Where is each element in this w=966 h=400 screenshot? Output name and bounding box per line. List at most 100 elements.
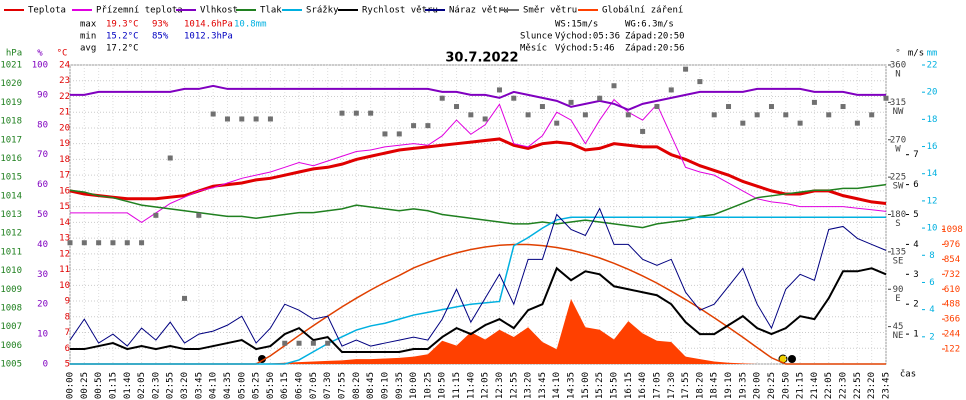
x-tick-label: 05:50 [266,372,276,399]
x-tick-label: 02:05 [137,372,147,399]
x-tick-label: 02:55 [166,372,176,399]
y2-tick-label: 7 [913,150,918,160]
direction-point [454,104,460,110]
y2-tick-label: 610 [944,285,960,295]
y-tick-label: 1019 [0,98,22,108]
y2-tick-label: 135 [890,247,906,257]
direction-point [726,104,732,110]
y-tick-label: 1013 [0,210,22,220]
axis-unit: mm [927,49,938,59]
y-tick-label: 16 [59,186,70,196]
direction-point [625,112,631,118]
y2-tick-label: 14 [927,169,938,179]
x-tick-label: 08:45 [366,372,376,399]
x-tick-label: 12:30 [495,372,505,399]
y2-tick-label: 270 [890,135,906,145]
y2-tick-label: 6 [913,180,918,190]
direction-point [368,110,374,116]
x-tick-label: 13:20 [524,372,534,399]
y-tick-label: 5 [65,360,70,370]
y-tick-label: 100 [32,61,48,71]
compass-label: NE [893,331,904,341]
series-line [70,84,886,111]
x-tick-label: 03:45 [194,372,204,399]
axis-unit: m/s [908,49,924,59]
radiation-area [70,299,886,364]
y-tick-label: 1021 [0,61,22,71]
info-text: Západ:20:56 [625,44,685,54]
y2-tick-label: 488 [944,300,960,310]
x-tick-label: 10:25 [423,372,433,399]
direction-point [224,116,230,122]
y-tick-label: 23 [59,76,70,86]
stat-text: 10.8mm [234,20,267,30]
direction-point [182,295,188,301]
direction-point [67,240,73,246]
series-line [69,137,887,205]
series-line [69,207,887,347]
direction-point [196,212,202,218]
y2-tick-label: 1 [913,330,918,340]
x-tick-label: 17:05 [652,372,662,399]
x-tick-label: 22:30 [839,372,849,399]
direction-point [811,99,817,105]
x-tick-label: 00:00 [66,372,76,399]
direction-point [568,99,574,105]
y-tick-label: 10 [37,330,48,340]
direction-point [139,240,145,246]
y2-tick-label: 90 [893,285,904,295]
info-text: Východ:5:46 [555,44,615,54]
x-tick-label: 21:15 [796,372,806,399]
y-tick-label: 40 [37,240,48,250]
direction-point [153,212,159,218]
x-tick-label: 14:35 [567,372,577,399]
stat-text: min [80,32,96,42]
direction-point [711,112,717,118]
y2-tick-label: 20 [927,88,938,98]
y2-tick-label: 1098 [941,225,963,235]
y-tick-label: 50 [37,210,48,220]
compass-label: S [895,219,900,229]
legend-label: Náraz větru [449,6,509,16]
compass-label: SW [893,182,904,192]
y2-tick-label: 122 [944,345,960,355]
direction-point [267,116,273,122]
y2-tick-label: 244 [944,330,960,340]
direction-point [539,104,545,110]
direction-point [496,87,502,93]
direction-point [96,240,102,246]
direction-point [325,340,331,346]
y-tick-label: 8 [65,312,70,322]
compass-label: E [895,294,900,304]
direction-point [783,112,789,118]
x-tick-label: 03:20 [180,372,190,399]
y2-tick-label: 4 [913,240,918,250]
x-tick-label: 04:10 [209,372,219,399]
direction-point [482,116,488,122]
direction-point [81,240,87,246]
y-tick-label: 21 [59,108,70,118]
direction-point [210,111,216,117]
y-tick-label: 7 [65,328,70,338]
x-tick-label: 18:20 [695,372,705,399]
direction-point [883,95,889,101]
x-tick-label: 07:55 [338,372,348,399]
x-tick-label: 20:50 [781,372,791,399]
info-text: Slunce [520,32,553,42]
direction-point [411,123,417,129]
x-tick-label: 07:30 [323,372,333,399]
direction-point [869,112,875,118]
direction-point [697,79,703,85]
stat-text: 17.2°C [106,44,139,54]
y-tick-label: 1009 [0,285,22,295]
compass-label: NW [893,107,904,117]
legend-label: Vlhkost [200,6,238,16]
y-tick-label: 9 [65,297,70,307]
y-tick-label: 17 [59,171,70,181]
compass-label: W [895,144,901,154]
stat-text: 1014.6hPa [184,20,233,30]
y2-tick-label: 6 [929,278,934,288]
direction-point [668,87,674,93]
y2-tick-label: 2 [929,332,934,342]
